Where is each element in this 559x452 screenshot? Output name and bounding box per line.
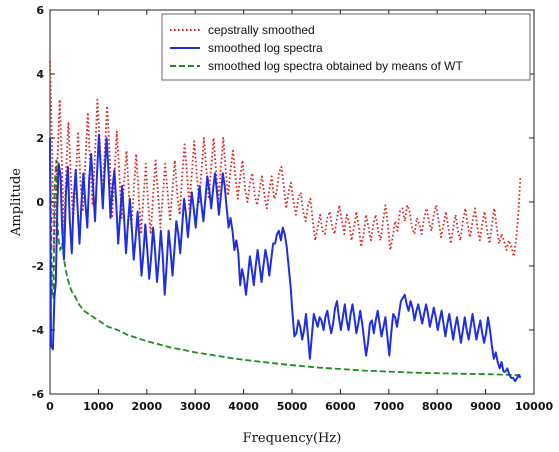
x-tick-label: 0 (46, 400, 54, 413)
legend-label-smoothed-log-spectra-wt: smoothed log spectra obtained by means o… (208, 59, 463, 73)
x-tick-label: 2000 (131, 400, 162, 413)
x-tick-label: 7000 (373, 400, 404, 413)
x-tick-label: 6000 (325, 400, 356, 413)
legend: cepstrally smoothed smoothed log spectra… (161, 13, 531, 81)
y-tick-label: 4 (36, 68, 44, 81)
x-tick-label: 8000 (422, 400, 453, 413)
x-tick-label: 1000 (83, 400, 114, 413)
y-axis-label: Amplitude (9, 168, 24, 237)
y-tick-label: -4 (32, 324, 45, 337)
x-tick-label: 4000 (228, 400, 259, 413)
legend-label-smoothed-log-spectra: smoothed log spectra (208, 41, 323, 55)
x-tick-label: 9000 (470, 400, 501, 413)
x-tick-label: 5000 (277, 400, 308, 413)
x-axis-label: Frequency(Hz) (243, 431, 342, 446)
series-smoothed-log-spectra (49, 133, 522, 383)
y-tick-label: 2 (36, 132, 44, 145)
x-tick-label: 10000 (515, 400, 554, 413)
legend-label-cepstrally-smoothed: cepstrally smoothed (208, 23, 315, 37)
series-cepstrally-smoothed (49, 61, 522, 258)
series-smoothed-log-spectra-wt (49, 153, 521, 377)
legend-box (161, 13, 531, 81)
x-tick-label: 3000 (180, 400, 211, 413)
y-tick-label: 6 (36, 4, 44, 17)
y-tick-label: -2 (32, 260, 44, 273)
y-tick-label: -6 (32, 388, 45, 401)
y-tick-label: 0 (36, 196, 44, 209)
